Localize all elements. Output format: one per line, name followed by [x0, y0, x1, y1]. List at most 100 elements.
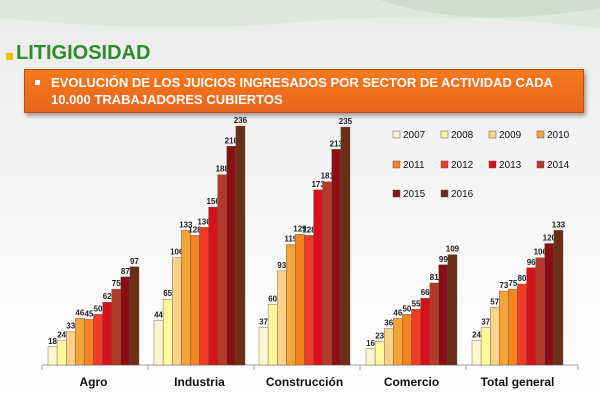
- data-label: 16: [366, 339, 375, 348]
- bar-comercio-2010: [393, 318, 403, 366]
- bar-industria-2009: [171, 257, 182, 366]
- data-label: 65: [163, 289, 172, 298]
- bar-total-general-2015: [544, 243, 555, 366]
- data-label: 213: [330, 139, 344, 148]
- bar-total-general-2011: [508, 288, 518, 366]
- data-label: 50: [94, 304, 103, 313]
- banner-bullet-icon: [35, 80, 40, 85]
- subtitle-banner: EVOLUCIÓN DE LOS JUICIOS INGRESADOS POR …: [24, 69, 584, 113]
- legend-swatch-2013: [488, 160, 497, 169]
- bar-agro-2009: [65, 331, 76, 366]
- bar-agro-2013: [102, 302, 112, 366]
- bar-comercio-2008: [374, 341, 385, 366]
- data-label: 33: [66, 322, 75, 331]
- data-label: 181: [321, 172, 335, 181]
- category-label: Construcción: [266, 375, 343, 389]
- legend-swatch-2011: [392, 160, 401, 169]
- category-label: Total general: [481, 375, 555, 389]
- data-label: 55: [412, 299, 421, 308]
- bar-industria-2008: [162, 298, 173, 366]
- bar-comercio-2011: [402, 314, 412, 366]
- bar-construcci-n-2014: [322, 181, 333, 366]
- legend-swatch-2016: [440, 189, 449, 198]
- data-label: 173: [311, 180, 325, 189]
- data-label: 37: [259, 318, 268, 327]
- category-label: Industria: [174, 375, 225, 389]
- data-label: 97: [130, 257, 139, 266]
- data-label: 99: [439, 255, 448, 264]
- legend-label-2012: 2012: [451, 160, 474, 171]
- data-label: 23: [375, 332, 384, 341]
- data-label: 66: [421, 288, 430, 297]
- data-label: 46: [75, 308, 84, 317]
- data-label: 60: [268, 294, 277, 303]
- data-label: 18: [48, 337, 57, 346]
- page-title-text: LITIGIOSIDAD: [16, 42, 151, 64]
- legend-swatch-2012: [440, 160, 449, 169]
- bar-total-general-2012: [517, 283, 527, 366]
- bar-comercio-2016: [447, 254, 458, 366]
- bar-comercio-2015: [438, 264, 449, 366]
- bar-comercio-2009: [384, 328, 394, 366]
- bar-construcci-n-2010: [286, 244, 296, 366]
- bar-total-general-2014: [535, 257, 546, 366]
- bar-total-general-2013: [526, 267, 536, 366]
- data-label: 81: [430, 273, 439, 282]
- legend-label-2014: 2014: [547, 160, 570, 171]
- bar-agro-2016: [129, 266, 140, 366]
- data-label: 96: [527, 258, 536, 267]
- data-label: 235: [339, 117, 353, 126]
- bar-industria-2013: [208, 206, 218, 366]
- legend-label-2016: 2016: [451, 189, 474, 200]
- bar-industria-2011: [190, 235, 200, 366]
- data-label: 62: [103, 292, 112, 301]
- data-label: 73: [499, 281, 508, 290]
- bar-agro-2014: [111, 288, 121, 366]
- data-label: 75: [508, 279, 517, 288]
- legend-swatch-2010: [536, 130, 545, 139]
- data-label: 156: [206, 197, 220, 206]
- legend-swatch-2008: [440, 130, 449, 139]
- category-label: Agro: [80, 375, 108, 389]
- bar-agro-2012: [93, 314, 103, 366]
- data-label: 120: [543, 234, 557, 243]
- data-label: 36: [384, 319, 393, 328]
- data-label: 37: [481, 318, 490, 327]
- legend-label-2010: 2010: [547, 130, 570, 141]
- data-label: 44: [154, 310, 163, 319]
- bar-agro-2008: [56, 340, 67, 366]
- legend-swatch-2015: [392, 189, 401, 198]
- data-label: 236: [234, 116, 248, 125]
- bar-agro-2010: [75, 318, 85, 366]
- page-title: LITIGIOSIDAD: [6, 42, 150, 65]
- bar-total-general-2007: [471, 340, 482, 366]
- data-label: 136: [197, 217, 211, 226]
- title-bullet-icon: [6, 53, 13, 60]
- bar-industria-2007: [153, 320, 164, 366]
- data-label: 24: [472, 331, 481, 340]
- data-label: 50: [402, 304, 411, 313]
- bar-construcci-n-2009: [277, 270, 287, 366]
- bar-construcci-n-2008: [267, 304, 278, 366]
- bar-comercio-2007: [365, 348, 376, 366]
- data-label: 106: [534, 248, 548, 257]
- bar-comercio-2014: [429, 282, 440, 366]
- bar-construcci-n-2007: [258, 327, 269, 366]
- data-label: 45: [84, 309, 93, 318]
- legend-label-2009: 2009: [499, 130, 522, 141]
- legend-label-2011: 2011: [403, 160, 425, 171]
- bar-agro-2007: [47, 346, 58, 366]
- category-label: Comercio: [384, 375, 439, 389]
- data-label: 93: [277, 261, 286, 270]
- bar-construcci-n-2011: [295, 234, 305, 366]
- data-label: 57: [490, 297, 499, 306]
- data-label: 119: [284, 235, 297, 244]
- bar-construcci-n-2012: [304, 235, 314, 366]
- bar-total-general-2016: [553, 230, 564, 366]
- bar-industria-2012: [199, 227, 209, 366]
- subtitle-text: EVOLUCIÓN DE LOS JUICIOS INGRESADOS POR …: [51, 75, 553, 107]
- bar-construcci-n-2015: [331, 149, 342, 366]
- legend-swatch-2009: [488, 130, 497, 139]
- legend-label-2008: 2008: [451, 130, 474, 141]
